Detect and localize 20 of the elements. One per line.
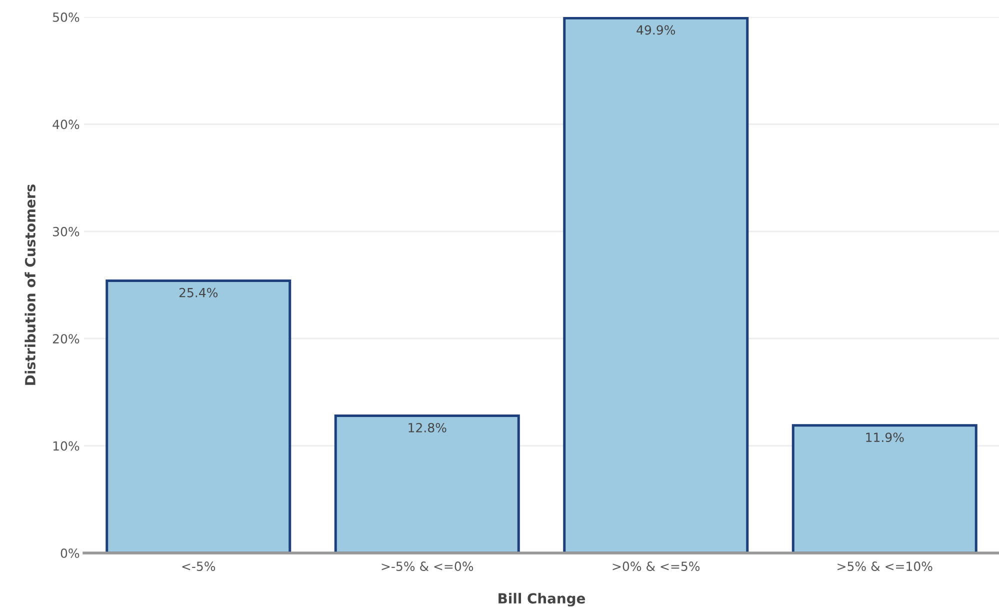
bar xyxy=(334,414,520,553)
data-label: 25.4% xyxy=(179,288,218,298)
y-tick-label: 40% xyxy=(52,120,80,130)
bar xyxy=(563,17,749,553)
data-label: 11.9% xyxy=(866,432,904,442)
bar xyxy=(106,279,292,553)
x-tick-label: >5% & <=10% xyxy=(838,562,932,572)
x-tick-label: >0% & <=5% xyxy=(612,562,700,572)
data-label: 49.9% xyxy=(636,25,676,35)
bar xyxy=(792,424,978,553)
data-label: 12.8% xyxy=(408,422,446,432)
y-tick-label: 50% xyxy=(53,12,80,22)
y-tick-label: 20% xyxy=(52,334,80,344)
y-tick-label: 10% xyxy=(53,441,80,451)
y-tick-label: 30% xyxy=(53,226,80,236)
y-tick-label: 0% xyxy=(60,548,80,558)
x-axis-title: Bill Change xyxy=(498,592,586,606)
x-tick-label: >-5% & <=0% xyxy=(382,562,474,572)
y-axis-title: Distribution of Customers xyxy=(24,184,36,385)
x-tick-label: <-5% xyxy=(182,562,216,572)
